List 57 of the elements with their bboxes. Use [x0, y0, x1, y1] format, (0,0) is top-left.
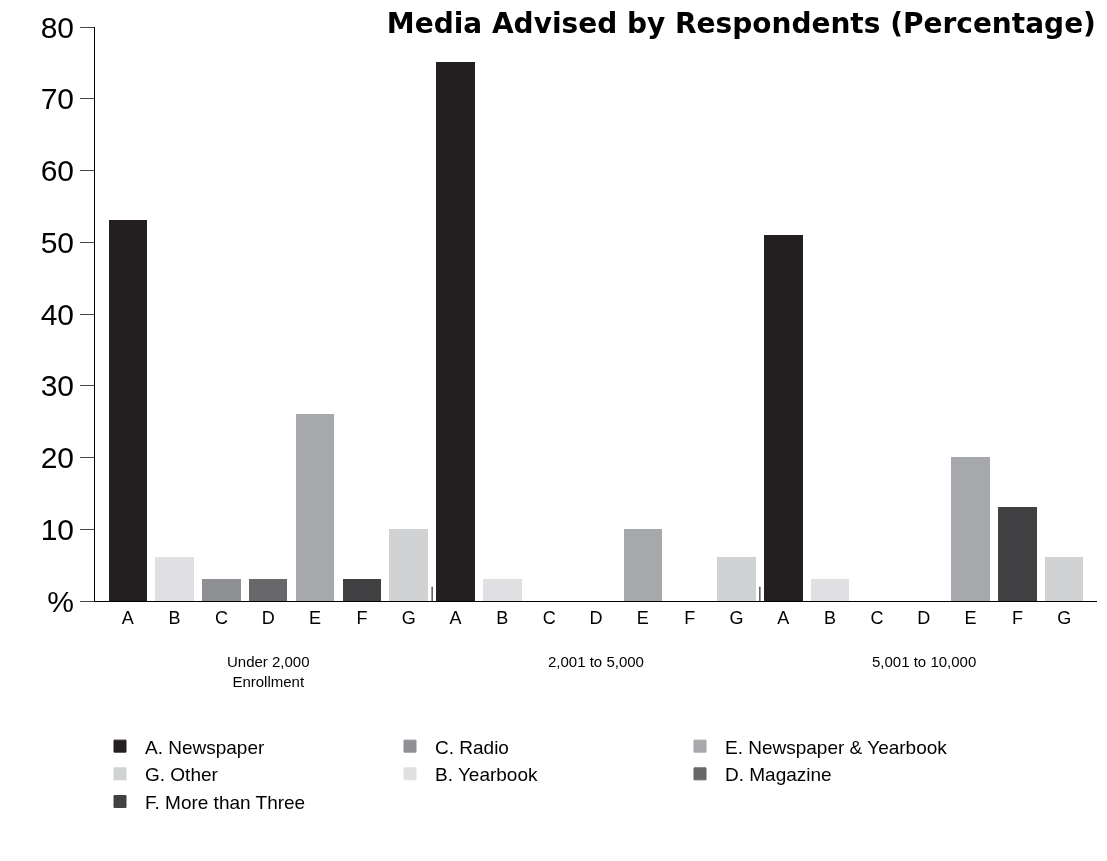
- bar: [717, 557, 756, 601]
- x-tick-label: G: [401, 607, 416, 628]
- bar: [108, 220, 147, 601]
- x-tick-label: F: [356, 607, 368, 628]
- x-tick-label: A: [777, 607, 790, 628]
- legend-label: C. Radio: [435, 736, 509, 758]
- y-tick-label: 20: [40, 441, 74, 474]
- x-tick-label: C: [870, 607, 884, 628]
- legend-label: F. More than Three: [145, 791, 306, 813]
- x-tick-label: G: [1057, 607, 1072, 628]
- y-tick-label: 40: [40, 297, 74, 331]
- chart-title: Media Advised by Respondents (Percentage): [386, 6, 1096, 40]
- bar: [249, 578, 288, 601]
- x-tick-label: G: [729, 607, 744, 628]
- x-tick-label: F: [1011, 607, 1023, 628]
- bar: [202, 578, 241, 601]
- y-tick-label: 80: [40, 10, 74, 44]
- bar: [951, 457, 990, 601]
- x-tick-label: B: [824, 607, 837, 628]
- x-tick-label: E: [636, 607, 649, 628]
- x-tick-label: B: [496, 607, 509, 628]
- legend-label: A. Newspaper: [145, 736, 266, 758]
- x-tick-label: C: [542, 607, 556, 628]
- y-tick-label: %: [47, 584, 74, 618]
- bar: [295, 413, 335, 601]
- bar: [1045, 557, 1084, 601]
- y-tick-label: 10: [40, 512, 74, 546]
- y-tick-label: 50: [40, 225, 74, 259]
- legend-label: B. Yearbook: [435, 764, 538, 786]
- x-tick-label: D: [917, 607, 931, 628]
- bar: [389, 528, 428, 601]
- bar: [436, 62, 475, 601]
- x-tick-label: E: [309, 607, 322, 628]
- y-tick-label: 30: [40, 369, 74, 403]
- bar: [342, 578, 382, 601]
- x-tick-label: C: [214, 607, 228, 628]
- legend-label: E. Newspaper & Yearbook: [725, 736, 948, 758]
- legend-label: D. Magazine: [725, 764, 832, 786]
- bar: [623, 528, 663, 601]
- text: Under 2,000 Enrollment: [227, 653, 310, 690]
- x-tick-label: D: [261, 607, 275, 628]
- bar: [483, 578, 522, 601]
- y-tick-label: 60: [40, 154, 74, 187]
- text: 5,001 to 10,000: [872, 653, 977, 670]
- x-tick-label: A: [449, 607, 462, 628]
- bar: [764, 234, 803, 601]
- bar: [155, 557, 194, 601]
- x-tick-label: F: [684, 607, 696, 628]
- y-tick-label: 70: [40, 82, 74, 116]
- bar: [998, 507, 1037, 601]
- text: 2,001 to 5,000: [548, 653, 644, 670]
- x-tick-label: E: [964, 607, 977, 628]
- x-tick-label: A: [121, 607, 134, 628]
- legend-label: G. Other: [145, 764, 219, 786]
- x-tick-label: D: [589, 607, 603, 628]
- x-tick-label: B: [168, 607, 181, 628]
- bar: [810, 578, 850, 601]
